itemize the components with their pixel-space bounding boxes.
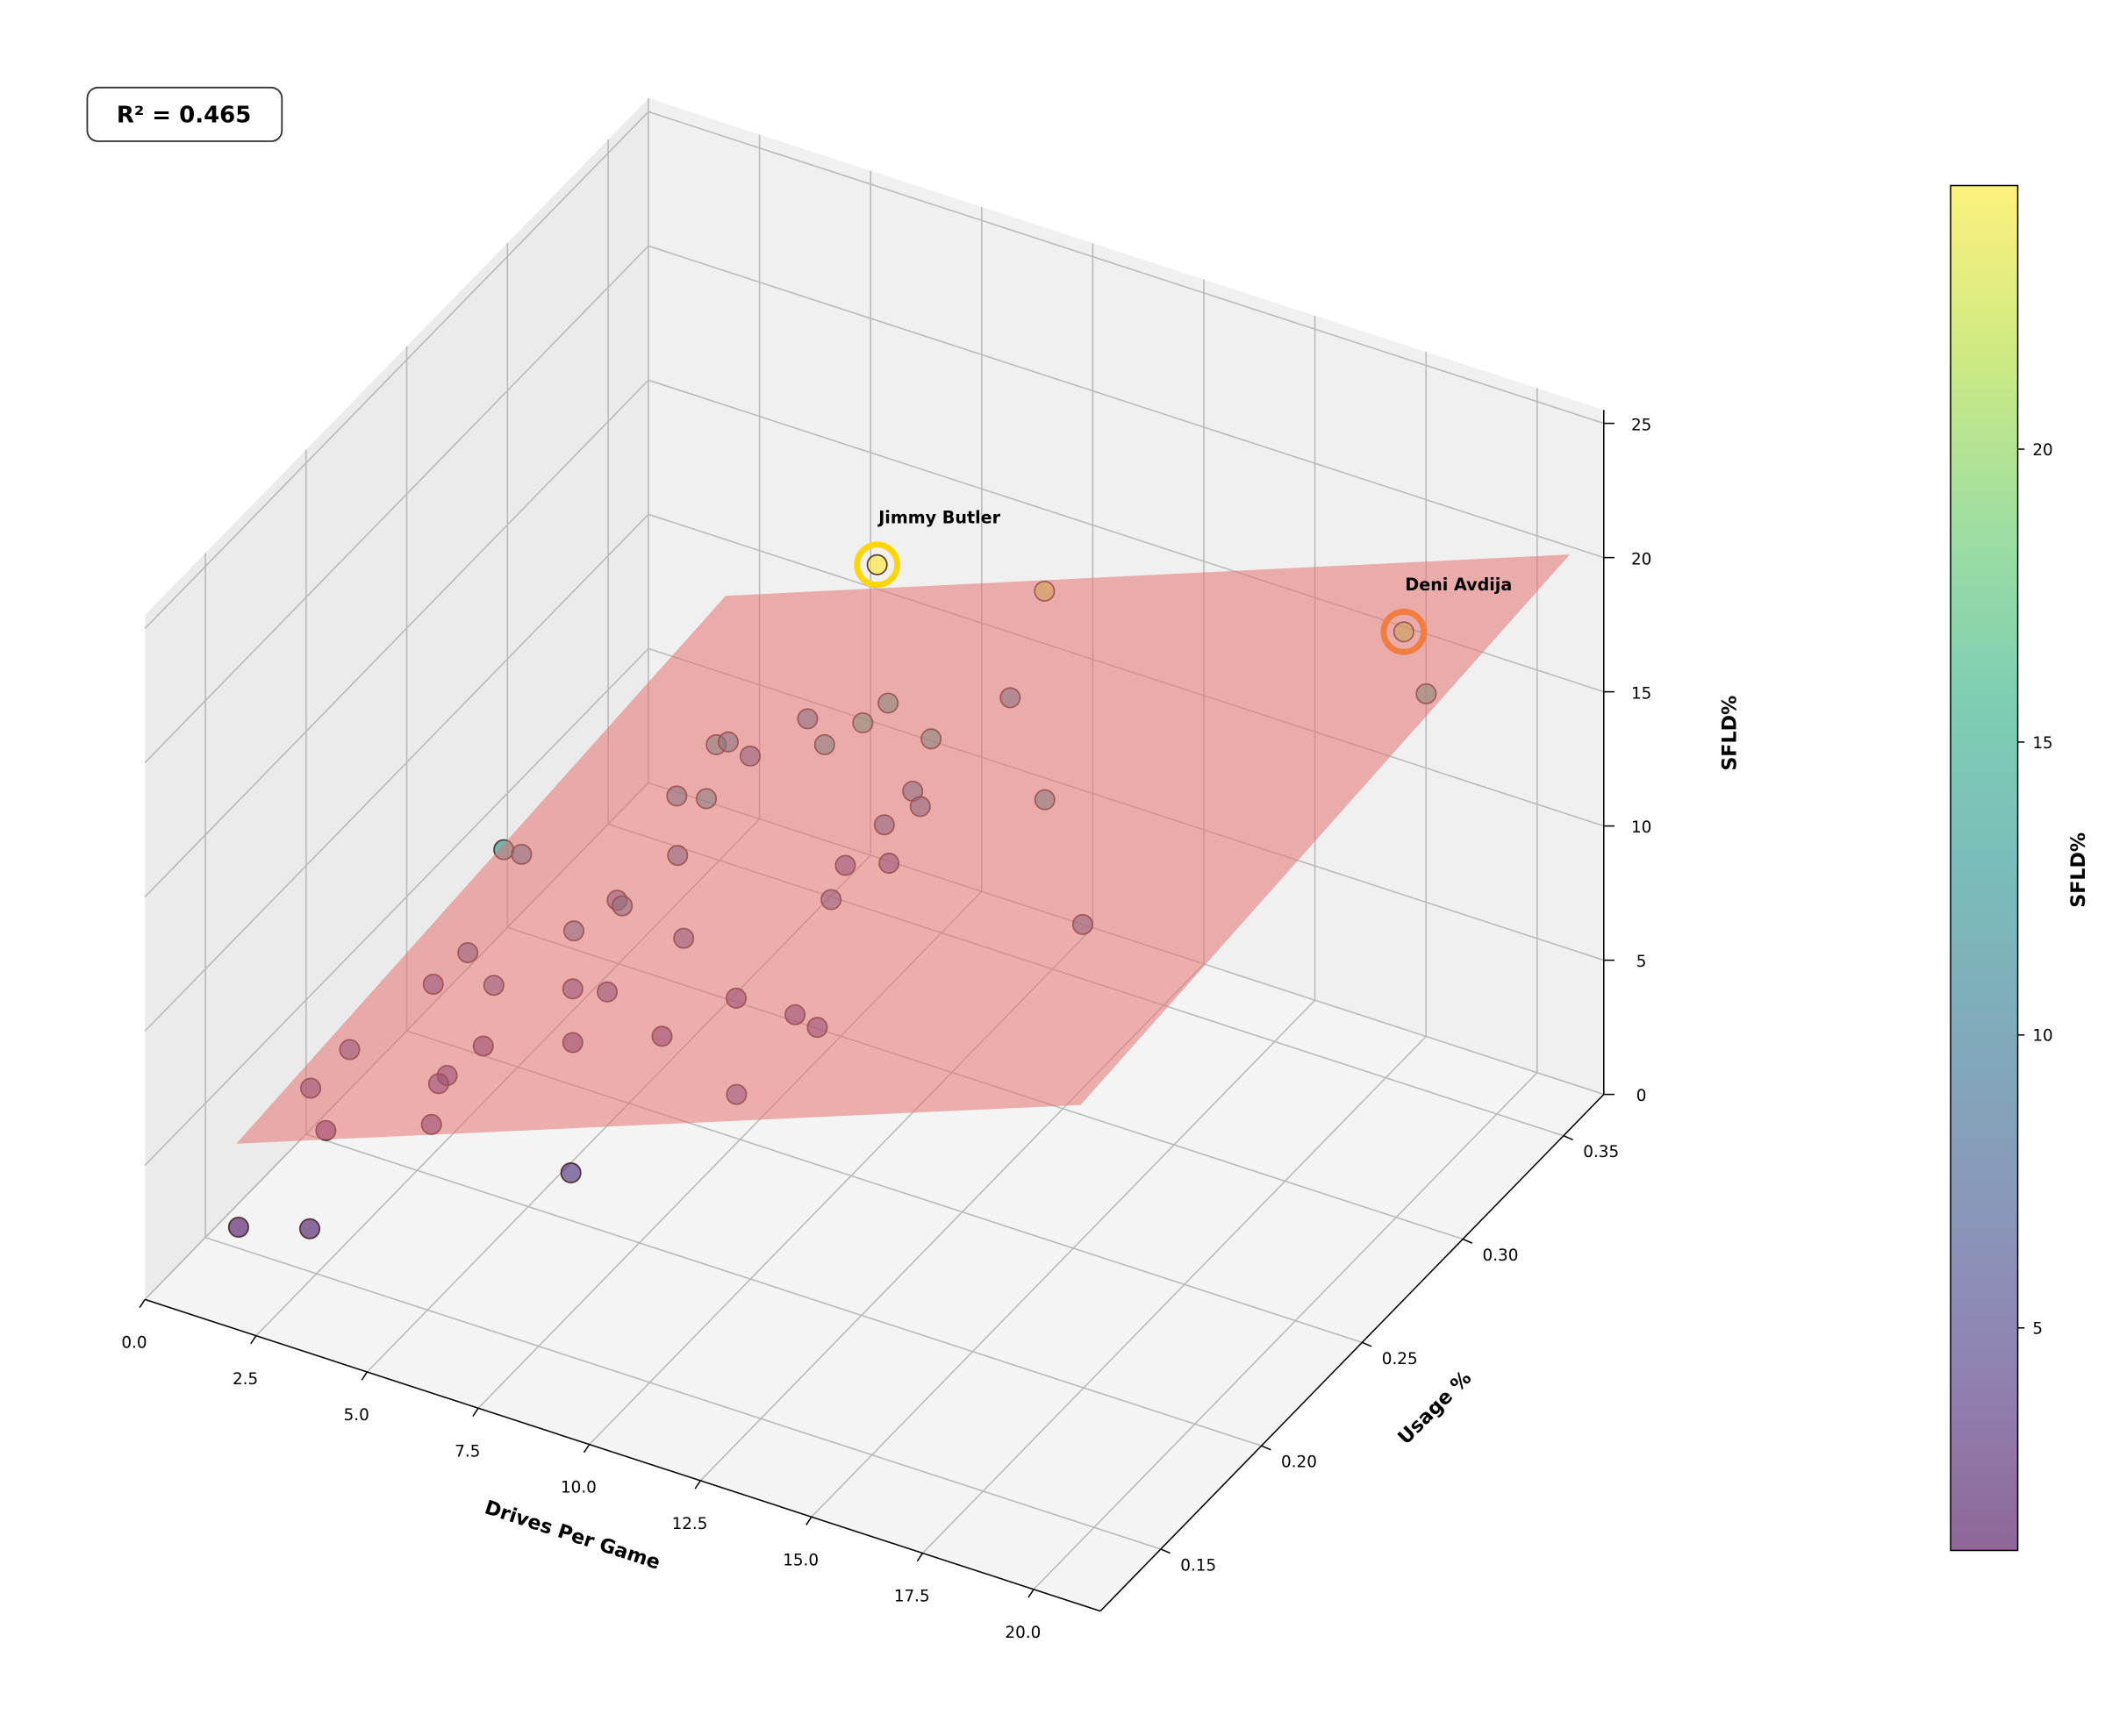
x-tick-mark bbox=[1027, 1589, 1035, 1598]
grid-line bbox=[811, 999, 1316, 1518]
data-point bbox=[560, 1162, 582, 1184]
y-tick-mark bbox=[1462, 1238, 1473, 1244]
z-tick-label: 15 bbox=[1631, 684, 1651, 703]
x-tick-mark bbox=[361, 1371, 369, 1381]
y-tick-mark bbox=[1160, 1548, 1171, 1554]
grid-line bbox=[648, 111, 1605, 425]
regression-plane-surface bbox=[236, 554, 1571, 1144]
regression-plane bbox=[236, 554, 1571, 1144]
colorbar-tick-label: 15 bbox=[2032, 734, 2052, 753]
grid-line bbox=[305, 1133, 1262, 1447]
y-tick-mark bbox=[1261, 1445, 1271, 1451]
x-tick-mark bbox=[250, 1335, 257, 1345]
annotations: Jimmy Butler Deni Avdija bbox=[877, 507, 1512, 594]
axis-lines bbox=[144, 410, 1605, 1612]
grid-line bbox=[144, 647, 649, 1166]
x-tick-label: 5.0 bbox=[344, 1406, 369, 1425]
x-tick-mark bbox=[139, 1298, 146, 1308]
z-tick-label: 5 bbox=[1636, 953, 1647, 971]
annotation-label: Jimmy Butler bbox=[877, 507, 1000, 527]
colorbar: 5 10 15 20 SFLD% bbox=[1950, 184, 2090, 1552]
x-tick-label: 2.5 bbox=[233, 1370, 258, 1389]
x-tick-label: 7.5 bbox=[455, 1442, 480, 1461]
x-tick-label: 15.0 bbox=[783, 1551, 819, 1569]
colorbar-tick-label: 10 bbox=[2032, 1027, 2052, 1046]
z-tick-label: 0 bbox=[1636, 1087, 1647, 1105]
x-tick-label: 17.5 bbox=[894, 1588, 930, 1606]
x-tick-label: 10.0 bbox=[561, 1479, 597, 1497]
left-pane bbox=[145, 98, 648, 1300]
data-point bbox=[227, 1217, 249, 1239]
x-tick-mark bbox=[805, 1516, 813, 1525]
y-tick-label: 0.35 bbox=[1583, 1143, 1619, 1161]
x-tick-label: 0.0 bbox=[121, 1333, 147, 1352]
x-axis-line bbox=[144, 1298, 1101, 1612]
y-axis-line bbox=[1099, 1094, 1605, 1612]
y-tick-label: 0.25 bbox=[1382, 1350, 1418, 1368]
x-tick-label: 20.0 bbox=[1005, 1624, 1041, 1642]
colorbar-tick-label: 20 bbox=[2032, 441, 2052, 460]
z-axis-label: SFLD% bbox=[1718, 696, 1741, 771]
grid-line bbox=[204, 1236, 1162, 1550]
grid-line bbox=[921, 1035, 1427, 1554]
z-tick-label: 25 bbox=[1631, 416, 1651, 434]
y-tick-label: 0.30 bbox=[1483, 1247, 1519, 1265]
grid-line bbox=[144, 245, 649, 763]
tick-labels: 0.0 2.5 5.0 7.5 10.0 12.5 15.0 17.5 20.0 0.15 0.20… bbox=[121, 416, 1651, 1642]
r2-box: R² = 0.465 bbox=[86, 86, 283, 142]
y-tick-mark bbox=[1563, 1135, 1573, 1141]
z-tick-label: 20 bbox=[1631, 550, 1651, 568]
x-axis-label: Drives Per Game bbox=[482, 1497, 662, 1575]
colorbar-label: SFLD% bbox=[2067, 832, 2090, 908]
grid-line bbox=[144, 379, 649, 897]
annotation-label: Deni Avdija bbox=[1405, 575, 1512, 595]
y-axis-label: Usage % bbox=[1393, 1367, 1476, 1449]
x-tick-mark bbox=[916, 1553, 924, 1562]
colorbar-tick-label: 5 bbox=[2032, 1320, 2043, 1339]
grid-line bbox=[144, 513, 649, 1032]
x-tick-mark bbox=[583, 1444, 591, 1454]
x-tick-mark bbox=[694, 1480, 701, 1490]
data-point bbox=[866, 554, 888, 575]
colorbar-gradient bbox=[1950, 184, 2019, 1552]
y-tick-label: 0.20 bbox=[1281, 1454, 1317, 1472]
grid-line bbox=[648, 245, 1605, 559]
grid-line bbox=[1033, 1072, 1538, 1590]
highlight-ring bbox=[854, 541, 901, 589]
x-tick-mark bbox=[472, 1407, 479, 1417]
y-tick-label: 0.15 bbox=[1180, 1556, 1216, 1575]
x-tick-label: 12.5 bbox=[672, 1515, 708, 1533]
data-point bbox=[299, 1218, 321, 1239]
z-tick-label: 10 bbox=[1631, 818, 1651, 837]
y-tick-mark bbox=[1362, 1341, 1372, 1347]
r2-text: R² = 0.465 bbox=[117, 103, 252, 129]
grid-line bbox=[144, 111, 649, 629]
